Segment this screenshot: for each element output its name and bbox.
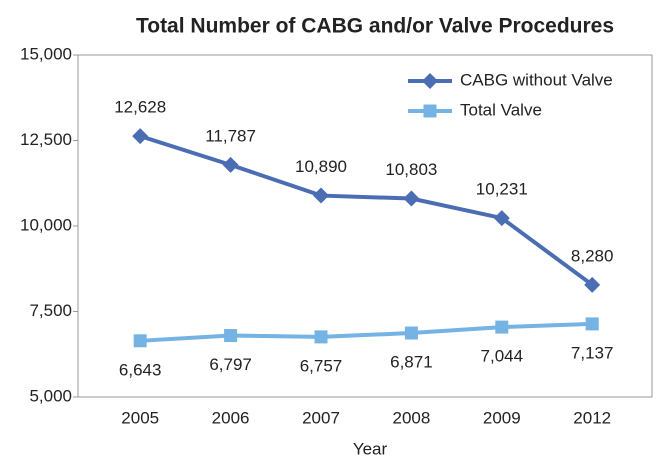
y-tick-label: 12,500 <box>20 130 72 149</box>
x-tick-label: 2005 <box>121 408 159 427</box>
legend-marker <box>423 104 437 118</box>
x-axis-label: Year <box>353 439 388 458</box>
point <box>493 210 510 227</box>
y-tick-label: 10,000 <box>20 215 72 234</box>
chart-title: Total Number of CABG and/or Valve Proced… <box>136 15 614 38</box>
point <box>584 276 601 293</box>
data-label: 6,643 <box>119 360 162 379</box>
series-line <box>140 321 593 343</box>
x-tick-label: 2009 <box>483 408 521 427</box>
data-label: 6,871 <box>390 352 433 371</box>
legend-marker <box>422 73 438 89</box>
data-label: 6,757 <box>300 356 343 375</box>
point <box>222 156 239 173</box>
point <box>495 320 509 334</box>
point <box>585 317 599 331</box>
x-tick-label: 2012 <box>573 408 611 427</box>
x-tick-label: 2006 <box>212 408 250 427</box>
series-line <box>139 134 594 287</box>
y-tick-label: 15,000 <box>20 44 72 63</box>
x-tick-label: 2008 <box>392 408 430 427</box>
data-label: 7,044 <box>481 347 524 366</box>
legend-label: CABG without Valve <box>460 70 613 89</box>
data-label: 7,137 <box>571 343 614 362</box>
point <box>132 128 149 145</box>
data-label: 10,803 <box>385 160 437 179</box>
y-tick-label: 5,000 <box>29 386 72 405</box>
data-label: 11,787 <box>205 126 256 145</box>
point <box>133 334 147 348</box>
data-label: 8,280 <box>571 246 614 265</box>
point <box>224 329 238 343</box>
data-label: 10,231 <box>476 180 528 199</box>
legend-label: Total Valve <box>460 100 542 119</box>
point <box>313 187 329 204</box>
x-tick-label: 2007 <box>302 408 340 427</box>
data-label: 10,890 <box>295 157 347 176</box>
point <box>404 326 418 340</box>
point <box>403 190 420 207</box>
data-label: 12,628 <box>114 98 166 117</box>
y-tick-label: 7,500 <box>29 301 72 320</box>
point <box>314 330 328 344</box>
data-label: 6,797 <box>209 355 252 374</box>
